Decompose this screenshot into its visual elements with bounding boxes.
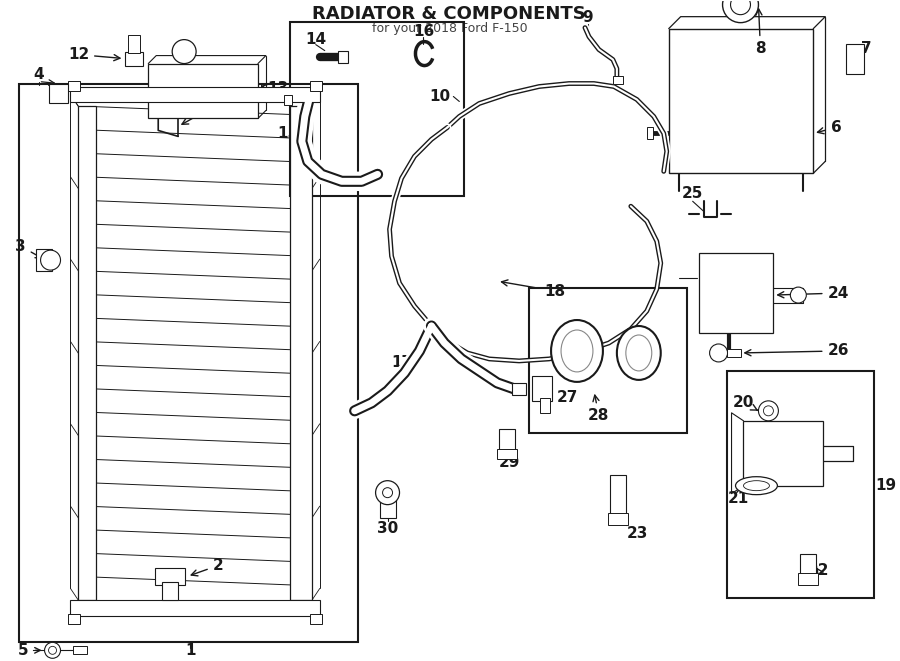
Text: for your 2018 Ford F-150: for your 2018 Ford F-150 (372, 22, 527, 35)
Text: 9: 9 (582, 10, 593, 25)
Bar (49, 83, 68, 104)
Bar (512, 383, 526, 395)
Ellipse shape (551, 320, 603, 382)
Bar (698, 253, 773, 333)
Text: 13: 13 (262, 81, 288, 96)
Text: 2: 2 (191, 558, 223, 576)
Bar (610, 475, 626, 515)
Text: 15: 15 (277, 126, 299, 141)
Text: 11: 11 (182, 101, 220, 124)
Bar (846, 44, 864, 73)
Bar (647, 128, 652, 139)
Bar (310, 615, 321, 625)
Bar (529, 288, 687, 433)
Text: 20: 20 (733, 395, 758, 410)
Text: 8: 8 (755, 9, 766, 56)
Text: 26: 26 (745, 344, 849, 358)
Bar (284, 95, 292, 106)
Bar (669, 28, 814, 173)
Text: 4: 4 (33, 67, 44, 82)
Circle shape (723, 0, 759, 22)
Bar (743, 421, 824, 486)
Circle shape (45, 642, 60, 658)
Bar (70, 87, 320, 102)
Bar (380, 492, 395, 518)
Bar (78, 106, 96, 600)
Bar (726, 349, 741, 357)
Bar (497, 449, 518, 459)
Bar (540, 398, 550, 413)
Text: 6: 6 (817, 120, 842, 135)
Text: 7: 7 (854, 41, 871, 56)
Circle shape (790, 287, 806, 303)
Text: 24: 24 (778, 286, 849, 301)
Ellipse shape (616, 326, 661, 380)
Text: 22: 22 (807, 563, 829, 578)
Text: 1: 1 (184, 643, 195, 658)
Text: RADIATOR & COMPONENTS: RADIATOR & COMPONENTS (312, 5, 586, 22)
Bar (70, 600, 320, 617)
Text: 23: 23 (626, 526, 648, 541)
Bar (338, 51, 347, 63)
Circle shape (709, 344, 727, 362)
Bar (532, 376, 552, 401)
Text: 16: 16 (413, 24, 434, 39)
Text: 25: 25 (682, 186, 703, 201)
Text: 21: 21 (728, 487, 749, 506)
Text: 30: 30 (377, 521, 398, 536)
Bar (800, 553, 816, 576)
Bar (798, 574, 818, 586)
Text: 28: 28 (589, 395, 609, 423)
Text: 12: 12 (68, 47, 120, 62)
Text: 18: 18 (501, 280, 565, 299)
Bar (68, 615, 80, 625)
Ellipse shape (743, 481, 770, 490)
Circle shape (375, 481, 400, 504)
Bar (155, 568, 185, 586)
Bar (129, 34, 140, 53)
Bar (608, 513, 628, 525)
Ellipse shape (626, 335, 652, 371)
Bar (290, 106, 311, 600)
Text: 17: 17 (391, 352, 419, 370)
Bar (74, 646, 87, 654)
Ellipse shape (561, 330, 593, 372)
Circle shape (172, 40, 196, 63)
Text: 10: 10 (428, 89, 450, 104)
Text: 27: 27 (557, 391, 579, 405)
Bar (162, 582, 178, 600)
Bar (290, 22, 464, 196)
Bar (310, 81, 321, 91)
Bar (68, 81, 80, 91)
Bar (500, 429, 515, 451)
Bar (125, 52, 143, 65)
Circle shape (763, 406, 773, 416)
Text: 3: 3 (15, 239, 41, 258)
Text: 5: 5 (17, 643, 28, 658)
Bar (613, 75, 623, 83)
Circle shape (49, 646, 57, 654)
Ellipse shape (735, 477, 778, 494)
Text: 14: 14 (305, 32, 327, 47)
Circle shape (759, 401, 778, 421)
Bar (148, 63, 258, 118)
Bar (19, 83, 357, 642)
Text: 29: 29 (499, 455, 520, 470)
Bar (36, 249, 51, 271)
Bar (726, 371, 874, 598)
Circle shape (382, 488, 392, 498)
Text: 19: 19 (876, 478, 896, 493)
Circle shape (731, 0, 751, 15)
Circle shape (40, 250, 60, 270)
